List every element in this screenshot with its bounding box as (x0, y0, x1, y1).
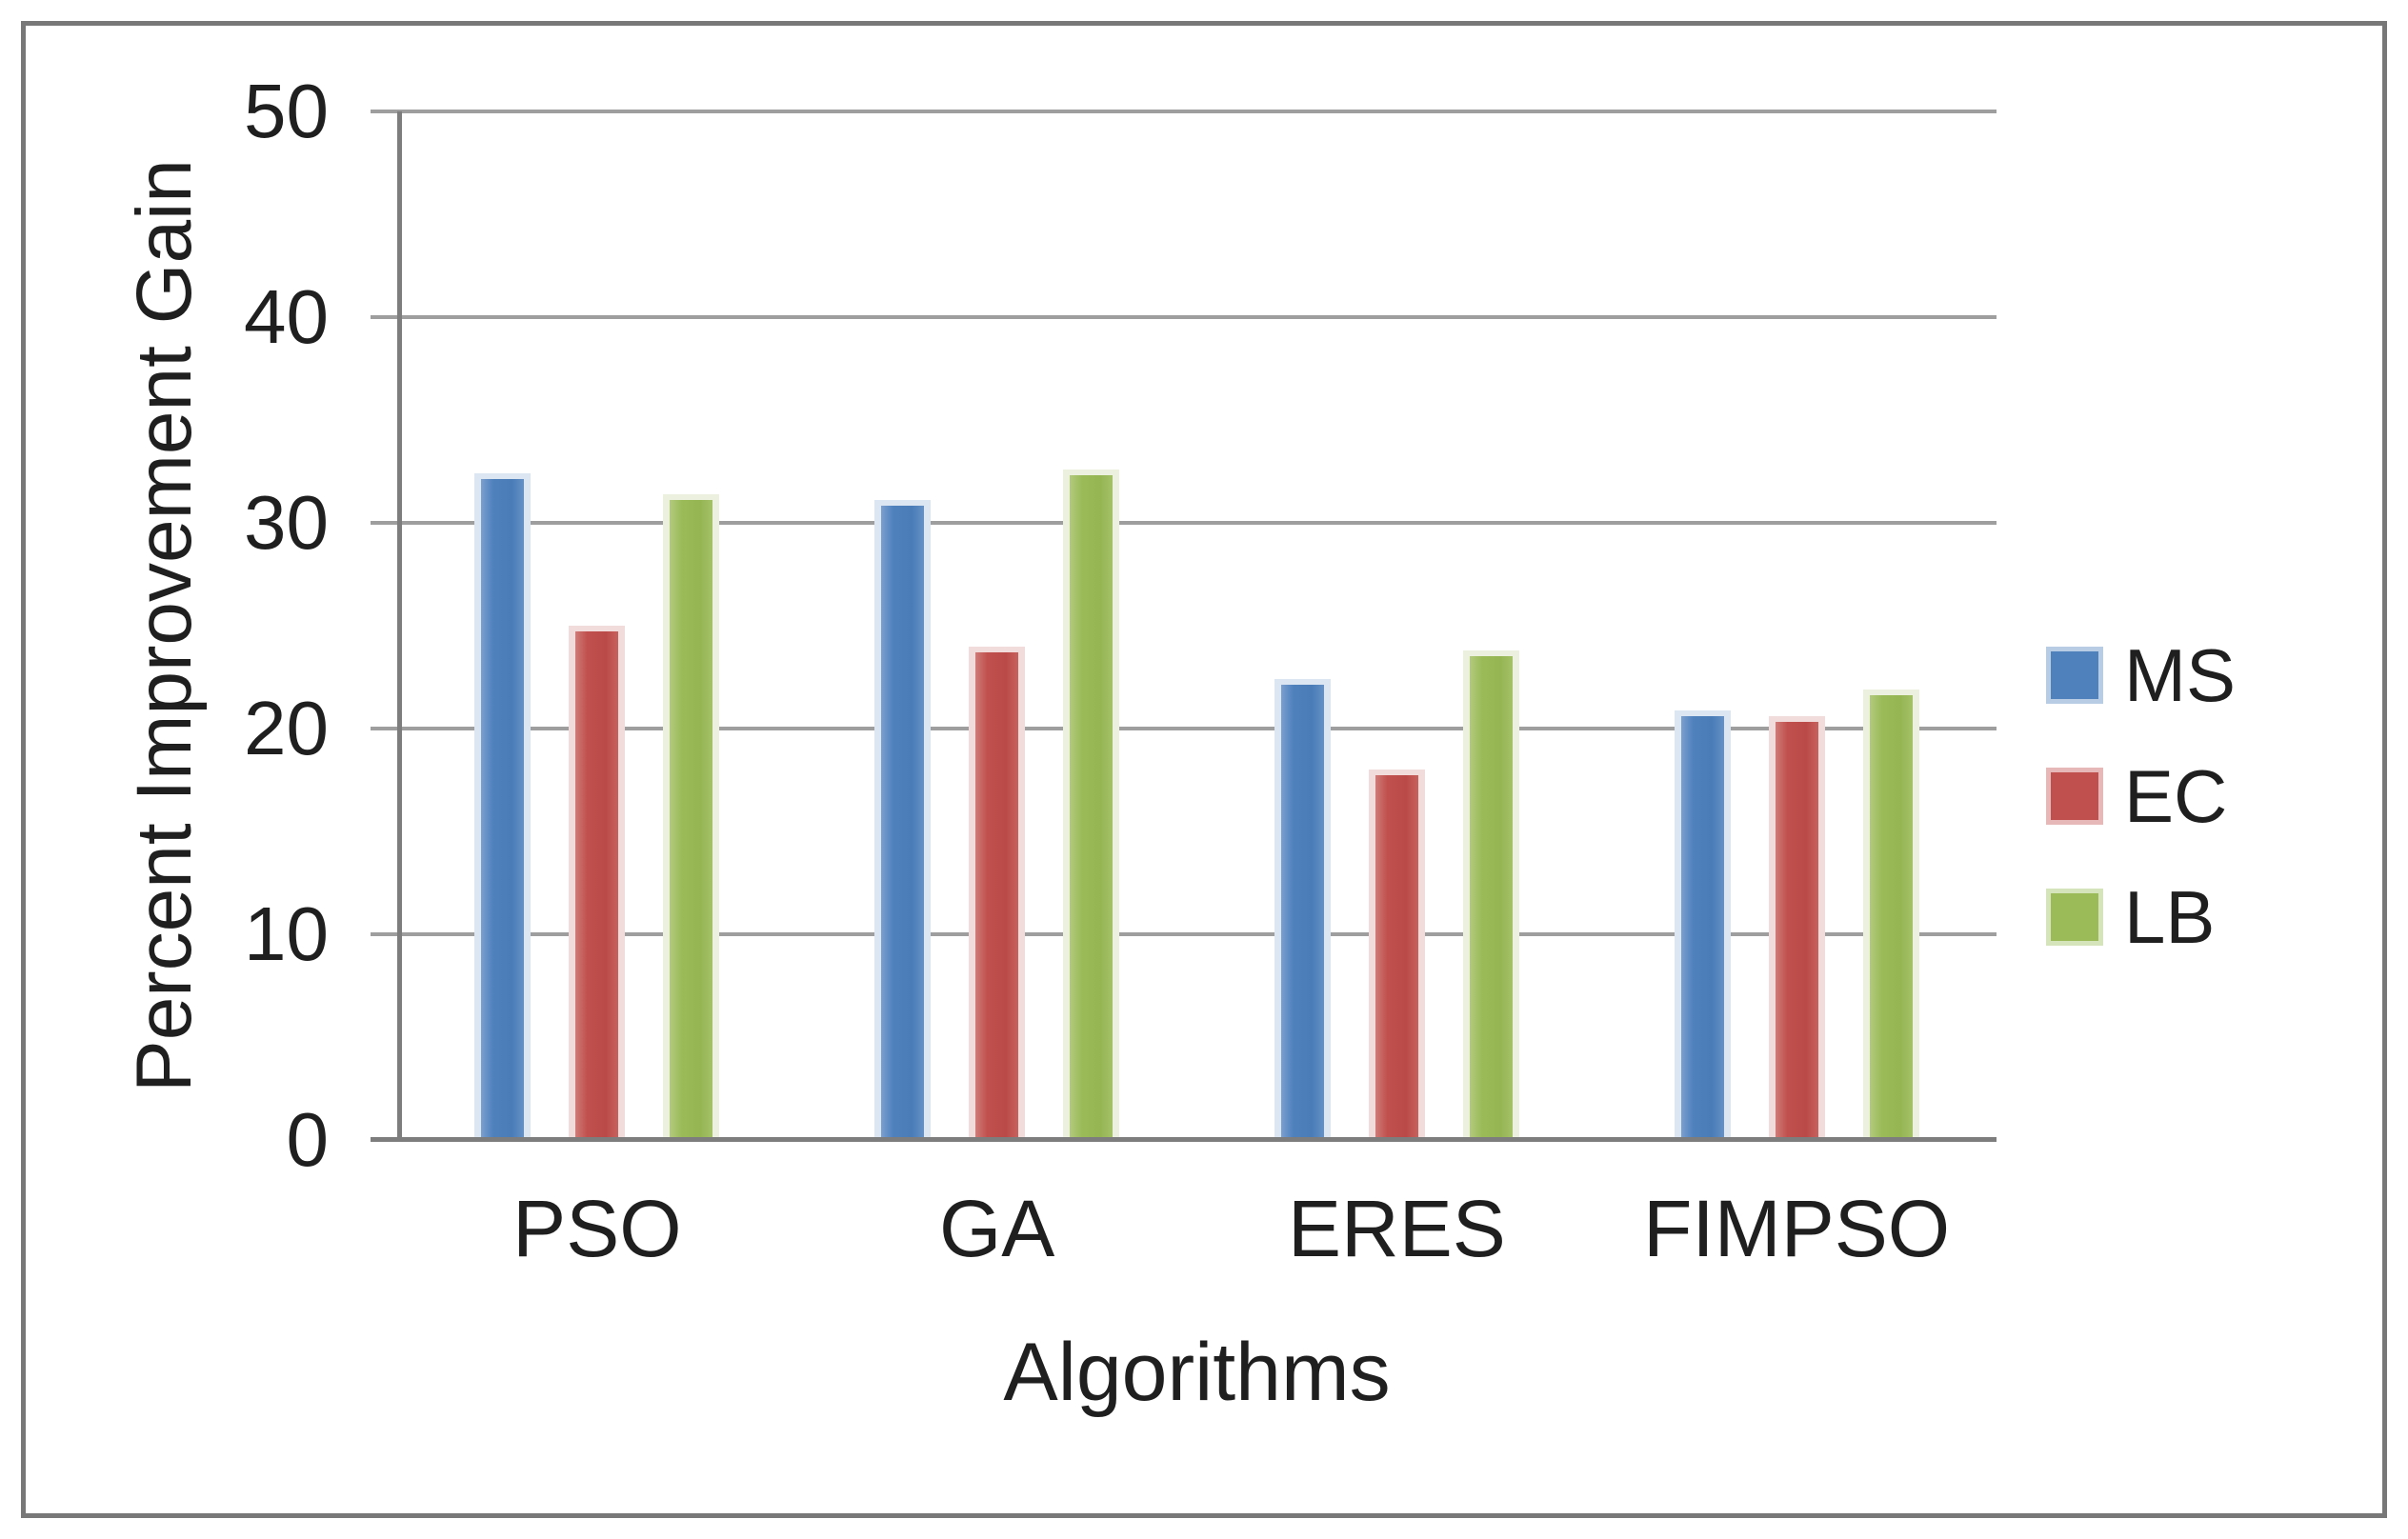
gridline-20 (371, 727, 1997, 730)
y-axis-tick-labels: 0 10 20 30 40 50 (143, 73, 329, 1178)
bar-lb-fimpso (1862, 689, 1919, 1140)
bar-ec-pso (569, 626, 626, 1140)
legend-item-ec: EC (2046, 757, 2236, 835)
gridline-30 (371, 521, 1997, 525)
y-tick-label-20: 20 (244, 686, 329, 770)
plot-area (371, 110, 1997, 1142)
bar-ec-ga (969, 646, 1026, 1140)
legend-swatch-lb (2046, 889, 2103, 946)
bar-fill (881, 506, 925, 1140)
y-tick-label-30: 30 (244, 480, 329, 565)
legend-swatch-ec (2046, 768, 2103, 825)
legend-swatch-ms (2046, 647, 2103, 704)
bar-group-pso (397, 111, 797, 1140)
gridline-10 (371, 932, 1997, 936)
category-label-eres: ERES (1288, 1184, 1506, 1273)
bar-fill (670, 499, 713, 1140)
legend-label: LB (2124, 875, 2216, 959)
bar-fill (1469, 655, 1513, 1140)
legend: MS EC LB (2046, 636, 2236, 956)
y-tick-label-40: 40 (244, 274, 329, 359)
category-label-pso: PSO (512, 1184, 682, 1273)
figure-border (21, 21, 2387, 1518)
gridline-40 (371, 315, 1997, 319)
bar-groups (397, 111, 1997, 1140)
x-axis-line (371, 1137, 1997, 1142)
bar-fill (1680, 715, 1724, 1140)
bar-fill (575, 631, 619, 1140)
x-axis-category-labels: PSO GA ERES FIMPSO (397, 1189, 1997, 1269)
category-label-ga: GA (938, 1184, 1055, 1273)
legend-label: EC (2124, 754, 2228, 838)
bar-fill (1775, 722, 1818, 1140)
bar-ec-fimpso (1768, 716, 1825, 1140)
bar-lb-pso (663, 493, 720, 1140)
bar-ec-eres (1368, 770, 1425, 1140)
bar-fill (1070, 474, 1114, 1140)
y-axis-line (397, 111, 402, 1140)
legend-item-lb: LB (2046, 878, 2236, 956)
x-axis-title: Algorithms (1003, 1327, 1391, 1418)
bar-fill (975, 651, 1019, 1140)
bar-ms-eres (1274, 679, 1331, 1140)
legend-label: MS (2124, 633, 2236, 717)
bar-fill (481, 479, 525, 1140)
y-tick-label-10: 10 (244, 891, 329, 976)
bar-fill (1280, 685, 1324, 1140)
bar-lb-eres (1462, 650, 1519, 1140)
y-tick-label-50: 50 (244, 69, 329, 153)
gridline-50 (371, 110, 1997, 113)
bar-lb-ga (1063, 469, 1120, 1140)
bar-group-fimpso (1596, 111, 1997, 1140)
bar-fill (1869, 694, 1913, 1140)
legend-item-ms: MS (2046, 636, 2236, 714)
y-tick-label-0: 0 (286, 1097, 330, 1182)
bar-group-eres (1197, 111, 1597, 1140)
bar-ms-pso (474, 473, 532, 1140)
bar-ms-fimpso (1674, 710, 1731, 1140)
bar-group-ga (797, 111, 1197, 1140)
category-label-fimpso: FIMPSO (1643, 1184, 1951, 1273)
bar-ms-ga (874, 500, 932, 1140)
bar-fill (1375, 775, 1418, 1140)
